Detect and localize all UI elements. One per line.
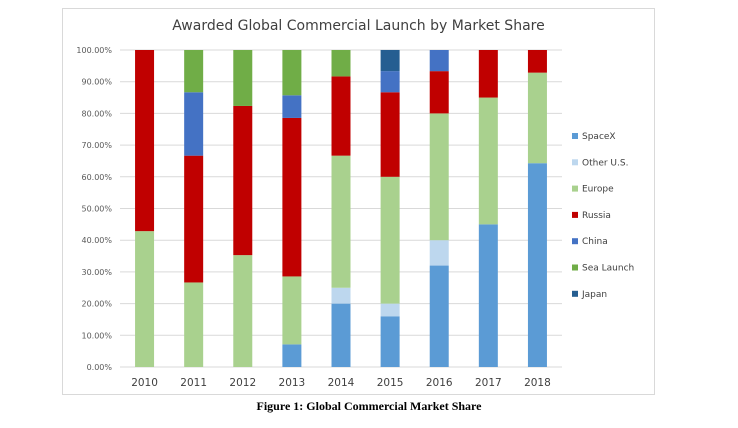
legend-swatch [572,159,578,166]
bar-segment-europe [135,231,155,367]
bar-segment-china [184,92,204,156]
x-tick-label: 2010 [131,377,158,389]
bar-segment-russia [282,117,302,277]
bar-segment-europe [478,97,498,225]
bar-segment-sea-launch [282,50,302,96]
legend-swatch [572,238,578,245]
bar-segment-russia [380,92,400,177]
legend-swatch [572,133,578,139]
y-tick-label: 0.00% [87,363,113,372]
bar-segment-russia [478,50,498,98]
y-tick-label: 100.00% [76,46,112,55]
bar-segment-japan [380,49,400,72]
y-tick-label: 30.00% [81,268,112,277]
x-tick-label: 2014 [328,377,355,389]
legend-label: Other U.S. [582,158,628,168]
bar-segment-russia [184,155,204,283]
bar-segment-spacex [527,163,547,367]
x-tick-label: 2011 [180,377,207,389]
legend-swatch [572,264,578,271]
bar-segment-russia [233,105,253,256]
bar-segment-europe [282,276,302,345]
legend-swatch [572,290,578,297]
legend-label: China [582,237,608,247]
bar-segment-russia [429,71,449,114]
chart-frame [62,8,655,395]
x-tick-label: 2017 [475,377,502,389]
y-tick-label: 60.00% [81,173,112,182]
x-tick-label: 2016 [426,377,453,389]
bar-segment-europe [429,113,449,241]
bar-segment-sea-launch [233,50,253,106]
legend-label: SpaceX [582,132,616,142]
bar-segment-spacex [429,265,449,367]
bar-segment-other-u-s- [429,240,449,266]
bar-segment-other-u-s- [331,287,351,304]
y-tick-label: 10.00% [81,331,112,340]
bar-segment-europe [233,255,253,367]
x-tick-label: 2013 [279,377,306,389]
legend-label: Japan [581,290,607,300]
y-tick-label: 70.00% [81,141,112,150]
figure-caption: Figure 1: Global Commercial Market Share [256,399,482,413]
bar-segment-russia [331,76,351,156]
bar-segment-russia [527,50,547,73]
y-tick-label: 40.00% [81,236,112,245]
bar-segment-spacex [380,316,400,367]
y-tick-label: 20.00% [81,300,112,309]
x-tick-label: 2015 [377,377,404,389]
bar-segment-europe [380,176,400,304]
bar-segment-other-u-s- [380,303,400,317]
bar-segment-spacex [331,303,351,367]
legend-label: Europe [582,185,614,195]
bar-segment-spacex [282,344,302,367]
bar-segment-sea-launch [331,50,351,77]
y-tick-label: 80.00% [81,109,112,118]
bar-segment-europe [527,72,547,164]
legend-swatch [572,185,578,192]
bar-segment-china [429,50,449,72]
bar-segment-china [380,71,400,93]
chart-title: Awarded Global Commercial Launch by Mark… [172,18,545,34]
bar-segment-spacex [478,224,498,367]
y-tick-label: 90.00% [81,78,112,87]
bar-segment-china [282,95,302,118]
x-tick-label: 2018 [524,377,551,389]
legend-label: Sea Launch [582,264,634,274]
x-tick-label: 2012 [229,377,256,389]
bar-segment-sea-launch [184,50,204,93]
legend-label: Russia [582,211,611,221]
bar-segment-europe [331,155,351,288]
legend-swatch [572,211,578,218]
bar-segment-russia [135,50,155,232]
y-tick-label: 50.00% [81,205,112,214]
bar-segment-europe [184,282,204,367]
